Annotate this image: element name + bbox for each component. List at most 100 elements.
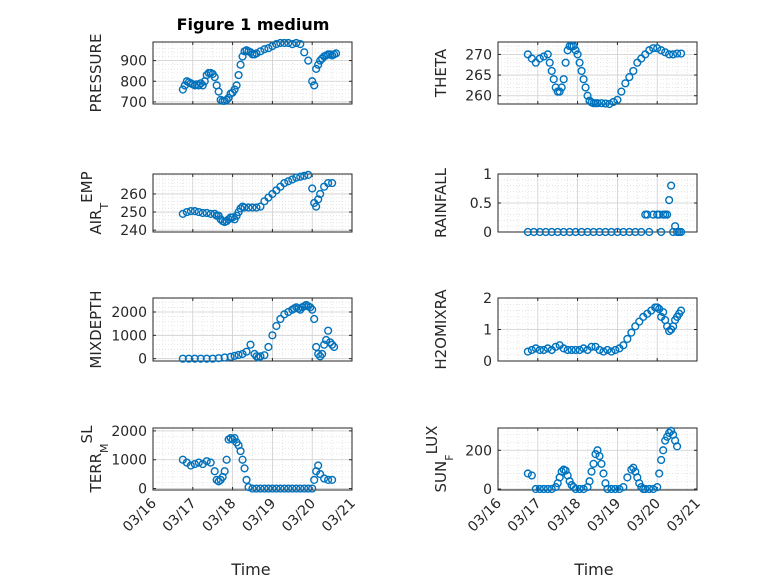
data-point xyxy=(234,70,243,80)
subplot-theta: 260 265 270 THETA xyxy=(432,41,698,109)
data-point xyxy=(611,345,620,355)
data-point xyxy=(306,303,315,312)
axes-box xyxy=(152,427,353,491)
data-point xyxy=(665,428,674,437)
y-axis-label: MIXDEPTH xyxy=(87,290,105,368)
data-point xyxy=(242,475,251,485)
axes-box xyxy=(152,297,353,362)
data-point xyxy=(571,46,580,55)
data-point xyxy=(196,354,205,363)
data-point xyxy=(529,227,538,237)
data-point xyxy=(324,326,333,335)
data-point xyxy=(543,484,552,494)
data-point xyxy=(571,227,580,237)
data-point xyxy=(260,45,269,54)
data-point xyxy=(190,459,199,469)
data-point xyxy=(617,87,626,96)
data-point xyxy=(577,66,586,76)
data-point xyxy=(296,484,305,493)
data-point xyxy=(623,473,632,482)
data-point xyxy=(256,202,265,211)
data-point xyxy=(230,433,239,443)
y-axis-label: TERRMSL xyxy=(78,425,111,494)
data-point xyxy=(603,484,612,494)
data-point xyxy=(565,227,574,237)
data-point xyxy=(575,58,584,67)
data-point xyxy=(601,99,610,108)
data-point xyxy=(597,99,606,108)
data-point xyxy=(308,184,317,193)
data-point xyxy=(541,227,550,237)
data-point xyxy=(310,475,319,485)
y-tick-label: 1000 xyxy=(111,328,147,344)
data-point xyxy=(304,484,313,493)
data-point xyxy=(292,484,301,493)
data-point xyxy=(659,446,668,455)
data-point xyxy=(292,173,301,182)
data-point xyxy=(224,93,233,102)
data-point xyxy=(589,227,598,237)
data-point xyxy=(242,347,251,356)
data-point xyxy=(527,345,536,355)
data-point xyxy=(551,482,560,492)
data-point xyxy=(595,345,604,355)
y-tick-label: 270 xyxy=(465,47,492,63)
data-point xyxy=(240,203,249,212)
data-point xyxy=(583,91,592,100)
data-point xyxy=(316,352,325,361)
data-point xyxy=(569,42,578,51)
data-point xyxy=(296,172,305,181)
data-point xyxy=(284,307,293,317)
data-point xyxy=(244,483,253,492)
data-point xyxy=(214,354,223,363)
data-point xyxy=(627,328,636,337)
data-point xyxy=(595,227,604,237)
data-point xyxy=(635,479,644,488)
data-point xyxy=(599,347,608,356)
subplot-mixdepth: 0 1000 2000 MIXDEPTH xyxy=(87,290,353,369)
y-tick-label: 0 xyxy=(483,482,492,498)
x-axis-label-right: Time xyxy=(573,560,613,579)
data-point xyxy=(324,475,333,485)
data-point xyxy=(238,52,247,61)
data-point xyxy=(539,345,548,355)
data-point xyxy=(308,77,317,86)
data-point xyxy=(300,171,309,180)
y-tick-label: 250 xyxy=(120,205,147,221)
data-point xyxy=(653,303,662,312)
data-point xyxy=(268,484,277,493)
y-tick-label: 2000 xyxy=(111,424,147,440)
data-point xyxy=(186,461,195,470)
data-point xyxy=(557,467,566,476)
data-point xyxy=(194,207,203,217)
data-point xyxy=(264,44,273,53)
data-point xyxy=(607,227,616,237)
data-point xyxy=(226,433,235,443)
data-point xyxy=(597,459,606,468)
x-axis-label-left: Time xyxy=(230,560,270,579)
data-point xyxy=(210,209,219,218)
data-point xyxy=(649,210,658,219)
data-point xyxy=(559,75,568,84)
data-point xyxy=(599,469,608,478)
data-point xyxy=(320,474,329,483)
data-point xyxy=(621,79,630,88)
data-point xyxy=(619,341,628,350)
y-axis-label: SUNFLUX xyxy=(423,426,456,493)
x-tick-label: 03/16 xyxy=(120,495,160,535)
data-point xyxy=(220,467,229,476)
data-point xyxy=(312,342,321,352)
data-point xyxy=(545,58,554,67)
data-point xyxy=(676,49,686,58)
data-point xyxy=(252,203,261,212)
x-tick-label: 03/20 xyxy=(279,496,319,536)
data-point xyxy=(653,482,662,492)
x-tick-label: 03/17 xyxy=(505,496,545,536)
data-point xyxy=(214,87,223,96)
data-point xyxy=(583,227,592,237)
data-point xyxy=(238,455,247,464)
x-tick-label: 03/18 xyxy=(200,496,240,536)
y-tick-label: 0 xyxy=(138,482,147,498)
data-point xyxy=(665,50,674,59)
